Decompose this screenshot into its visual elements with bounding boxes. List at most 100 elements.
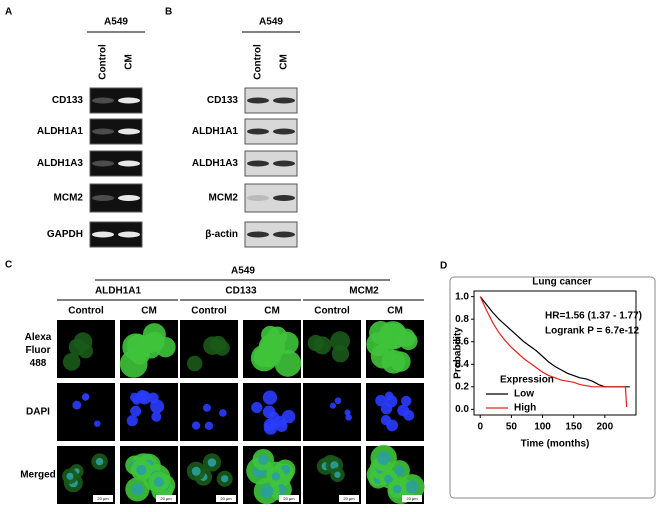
row-label: CD133: [52, 95, 84, 106]
nucleus: [202, 403, 211, 412]
scale-bar-box: [279, 495, 299, 502]
scale-bar: 20 μm: [343, 496, 355, 501]
nucleus: [81, 393, 90, 401]
blot: [247, 195, 269, 201]
x-axis-label: Time (months): [521, 439, 590, 450]
scale-bar-box: [339, 495, 359, 502]
nucleus: [72, 400, 82, 410]
chart-frame: [449, 276, 656, 499]
nucleus: [150, 399, 165, 414]
legend-label: High: [514, 403, 536, 414]
cell: [390, 351, 411, 372]
row-label: ALDH1A3: [37, 158, 84, 169]
panel-label: D: [440, 261, 447, 272]
lane-label: CM: [124, 54, 135, 70]
lane-label: CM: [279, 54, 290, 70]
nucleus: [219, 409, 227, 417]
band: [92, 160, 114, 167]
nucleus: [344, 409, 351, 416]
row-label: β-actin: [205, 229, 238, 240]
nucleus: [334, 397, 342, 405]
y-tick-label: 1.0: [455, 291, 469, 302]
nucleus: [66, 472, 74, 480]
nucleus: [93, 420, 101, 427]
blot: [247, 160, 269, 167]
nucleus: [334, 471, 341, 478]
band: [92, 195, 114, 201]
panel-label: A: [5, 7, 12, 18]
band: [92, 231, 114, 238]
scale-bar: 20 μm: [97, 496, 109, 501]
nucleus: [151, 411, 162, 422]
condition-label: CM: [387, 306, 403, 317]
cell: [330, 331, 350, 351]
cell: [313, 336, 332, 355]
band: [92, 128, 114, 135]
nucleus: [136, 390, 149, 403]
cell: [73, 332, 93, 352]
condition-label: CM: [264, 306, 280, 317]
nucleus: [131, 483, 144, 496]
nucleus: [271, 472, 281, 481]
band: [118, 195, 140, 201]
nucleus: [262, 390, 278, 405]
nucleus: [95, 457, 104, 466]
band: [118, 160, 140, 167]
nucleus: [400, 395, 412, 407]
marker-label: ALDH1A1: [95, 286, 142, 297]
nucleus: [207, 458, 217, 467]
y-tick-label: 0.4: [455, 359, 469, 370]
nucleus: [329, 402, 336, 409]
micrograph: [180, 383, 238, 441]
scale-bar-box: [216, 495, 236, 502]
nucleus: [260, 484, 274, 498]
condition-label: Control: [314, 306, 350, 317]
blot: [273, 97, 295, 104]
cell: [155, 336, 176, 358]
nucleus: [191, 466, 201, 476]
nucleus: [126, 415, 138, 427]
annotation: HR=1.56 (1.37 - 1.77): [545, 311, 642, 322]
nucleus: [375, 394, 387, 407]
micrograph: [120, 383, 178, 441]
micrograph: [57, 383, 115, 441]
cell: [370, 343, 396, 369]
row-label: CD133: [207, 95, 239, 106]
scale-bar: 20 μm: [283, 496, 295, 501]
blot: [247, 231, 269, 238]
x-tick-label: 150: [565, 422, 582, 433]
nucleus: [376, 451, 391, 465]
blot: [247, 128, 269, 135]
row-label: GAPDH: [47, 229, 83, 240]
scale-bar-box: [93, 495, 113, 502]
micrograph: [366, 383, 424, 441]
marker-label: CD133: [225, 286, 257, 297]
x-tick-label: 50: [506, 422, 518, 433]
survival-curve: [479, 296, 628, 408]
row-label: ALDH1A1: [37, 126, 84, 137]
y-tick-label: 0.8: [455, 314, 469, 325]
cell-line: A549: [259, 17, 283, 28]
condition-label: Control: [191, 306, 227, 317]
nucleus: [136, 464, 147, 476]
legend-label: Low: [514, 389, 534, 400]
micrograph: [303, 383, 361, 441]
nucleus: [405, 480, 419, 494]
nucleus: [384, 474, 393, 484]
plot-area: [473, 290, 637, 416]
nucleus: [204, 421, 214, 431]
y-tick-label: 0.0: [455, 404, 469, 415]
band: [92, 97, 114, 104]
cell: [140, 333, 161, 354]
row-label: MCM2: [209, 193, 239, 204]
blot: [273, 160, 295, 167]
row-label: MCM2: [54, 193, 84, 204]
cell: [186, 355, 203, 372]
lane-label: Control: [253, 44, 264, 80]
marker-label: MCM2: [349, 286, 379, 297]
channel-label: Alexa Fluor 488: [24, 332, 52, 369]
nucleus: [191, 421, 201, 430]
annotation: Logrank P = 6.7e-12: [545, 326, 639, 337]
